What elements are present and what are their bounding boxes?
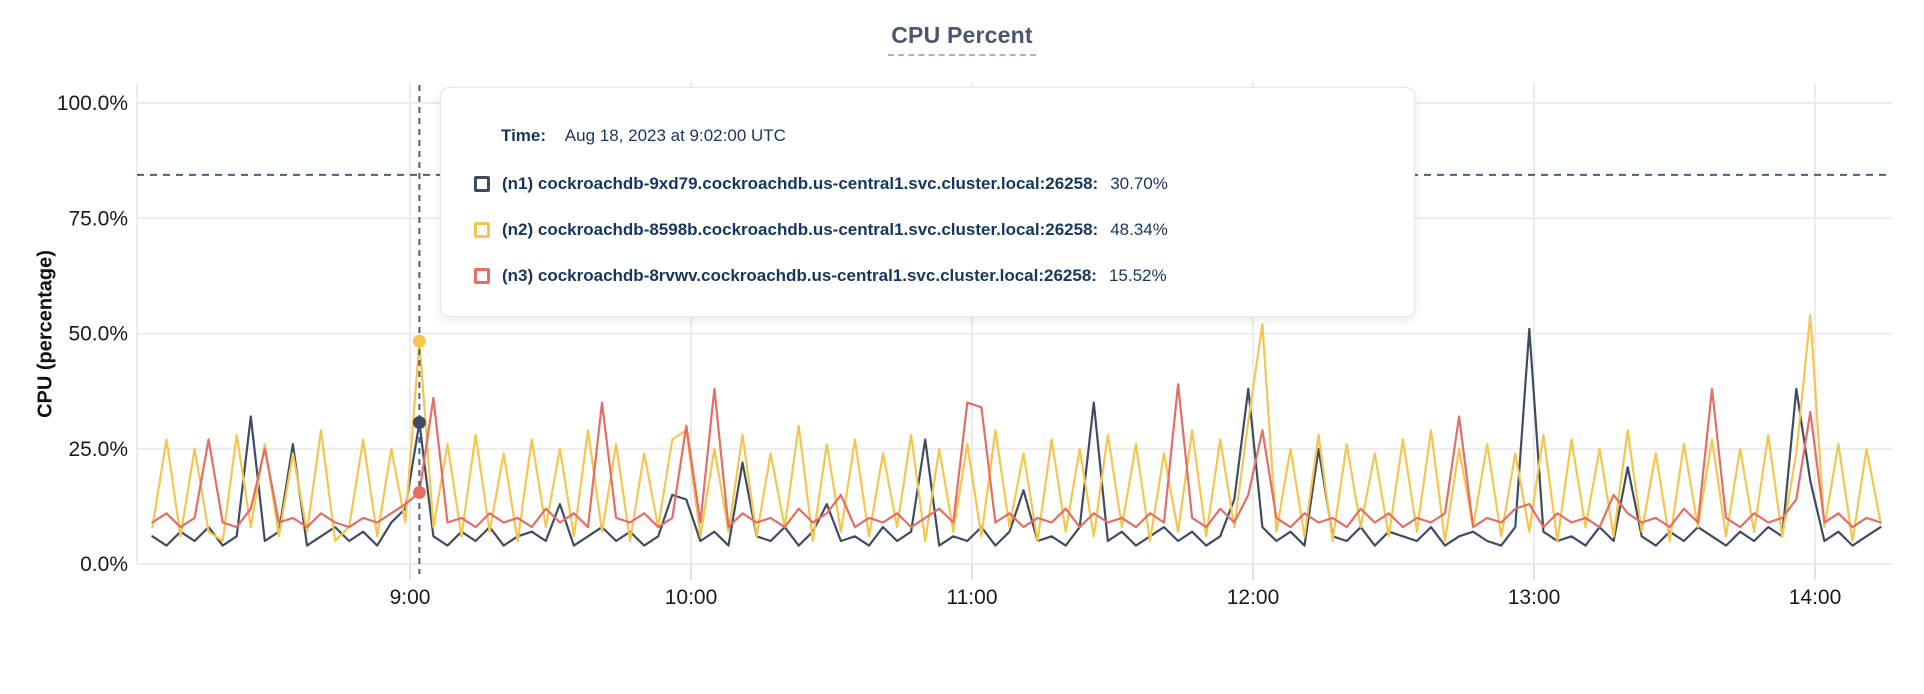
x-tick-label: 14:00 [1789, 586, 1842, 609]
hover-dot-n1 [412, 415, 426, 429]
series-line-n2 [151, 314, 1882, 543]
x-tick-label: 12:00 [1227, 586, 1280, 609]
tooltip-series-row-n3: (n3) cockroachdb-8rvwv.cockroachdb.us-ce… [474, 264, 1394, 288]
series-n1-label: (n1) cockroachdb-9xd79.cockroachdb.us-ce… [502, 174, 1099, 193]
series-n3-swatch-icon [474, 268, 490, 284]
series-n3-value: 15.52% [1108, 266, 1167, 285]
series-n1-swatch-icon [474, 176, 490, 192]
tooltip-series-row-n1: (n1) cockroachdb-9xd79.cockroachdb.us-ce… [474, 172, 1394, 196]
series-n2-label: (n2) cockroachdb-8598b.cockroachdb.us-ce… [502, 220, 1099, 239]
y-tick-label: 75.0% [68, 207, 128, 230]
series-n2-value: 48.34% [1110, 220, 1168, 239]
x-tick-label: 9:00 [390, 586, 431, 609]
chart-tooltip: Time: Aug 18, 2023 at 9:02:00 UTC (n1) c… [440, 87, 1415, 317]
x-tick-label: 10:00 [665, 586, 718, 609]
series-line-n3 [151, 383, 1882, 529]
series-n1-value: 30.70% [1110, 174, 1168, 193]
tooltip-time-label: Time: [501, 126, 547, 145]
x-tick-label: 11:00 [947, 586, 998, 609]
hover-crosshair [412, 85, 426, 574]
y-tick-label: 50.0% [68, 323, 128, 346]
series-n2-swatch-icon [474, 222, 490, 238]
y-tick-label: 0.0% [80, 553, 128, 576]
y-tick-label: 25.0% [68, 438, 128, 461]
hover-dot-n2 [412, 334, 426, 348]
tooltip-time-row: Time: Aug 18, 2023 at 9:02:00 UTC [474, 124, 1394, 148]
tooltip-series-row-n2: (n2) cockroachdb-8598b.cockroachdb.us-ce… [474, 218, 1394, 242]
series-line-n1 [151, 327, 1882, 547]
hover-dot-n3 [412, 485, 426, 499]
y-tick-label: 100.0% [57, 92, 128, 115]
x-tick-label: 13:00 [1508, 586, 1561, 609]
series-lines [151, 314, 1882, 547]
axis-tick-labels: 0.0% 25.0% 50.0% 75.0% 100.0% 9:00 10:00 11:00 1… [57, 92, 1842, 609]
tooltip-time-value: Aug 18, 2023 at 9:02:00 UTC [564, 126, 786, 145]
series-n3-label: (n3) cockroachdb-8rvwv.cockroachdb.us-ce… [502, 266, 1097, 285]
